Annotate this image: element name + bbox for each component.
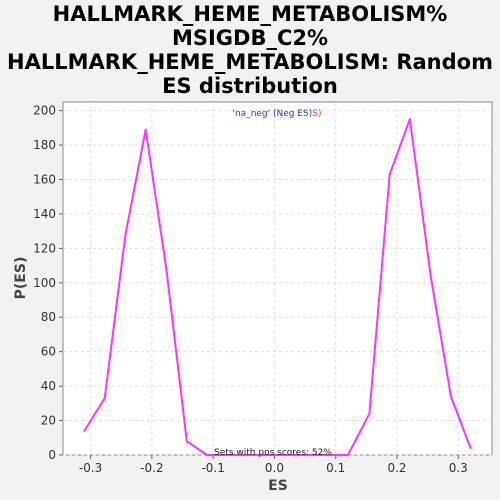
data-point bbox=[206, 454, 208, 456]
y-tick-label: 100 bbox=[33, 276, 56, 290]
chart-title-line: HALLMARK_HEME_METABOLISM: Random bbox=[7, 50, 493, 74]
data-point bbox=[165, 269, 168, 272]
plot-area bbox=[62, 101, 493, 456]
chart-title-line: HALLMARK_HEME_METABOLISM% bbox=[52, 2, 448, 26]
annotation-pos-scores: Sets with pos scores: 52% bbox=[214, 448, 332, 458]
data-point bbox=[429, 274, 432, 277]
y-tick-label: 200 bbox=[33, 104, 56, 118]
x-axis-label: ES bbox=[268, 478, 288, 494]
y-tick-label: 80 bbox=[41, 310, 56, 324]
x-tick-label: 0.2 bbox=[387, 461, 406, 475]
x-tick-label: -0.3 bbox=[79, 461, 102, 475]
x-tick-label: 0.1 bbox=[326, 461, 345, 475]
chart-title-line: MSIGDB_C2% bbox=[171, 26, 329, 50]
data-point bbox=[144, 128, 147, 131]
x-tick-label: 0.0 bbox=[265, 461, 284, 475]
x-tick-label: -0.1 bbox=[201, 461, 224, 475]
data-point bbox=[449, 395, 452, 398]
data-point bbox=[83, 429, 86, 432]
y-tick-label: 160 bbox=[33, 172, 56, 186]
y-tick-label: 120 bbox=[33, 241, 56, 255]
y-tick-label: 60 bbox=[41, 345, 56, 359]
data-point bbox=[388, 173, 391, 176]
data-point bbox=[185, 440, 188, 443]
x-tick-label: -0.2 bbox=[140, 461, 163, 475]
y-tick-label: 40 bbox=[41, 379, 56, 393]
data-point bbox=[408, 118, 411, 121]
y-tick-label: 140 bbox=[33, 207, 56, 221]
y-tick-label: 0 bbox=[48, 448, 56, 462]
data-point bbox=[347, 454, 349, 456]
data-point bbox=[226, 454, 229, 456]
data-point bbox=[469, 447, 472, 450]
y-axis-label: P(ES) bbox=[13, 257, 29, 300]
axis-ticks: -0.3 -0.2 -0.1 0.0 0.1 0.2 0.3 0 20 40 60 80 100 120 1… bbox=[33, 104, 468, 475]
series-group bbox=[83, 118, 472, 456]
chart-title-line: ES distribution bbox=[162, 74, 338, 98]
legend-entry: 'na_neg' (Neg ES)S) bbox=[233, 109, 322, 119]
grid-lines bbox=[63, 102, 492, 456]
chart-title: HALLMARK_HEME_METABOLISM% MSIGDB_C2% HAL… bbox=[0, 2, 500, 98]
x-tick-label: 0.3 bbox=[449, 461, 468, 475]
legend-part-neg: 'na_neg' (Neg ES) bbox=[233, 109, 313, 119]
data-point bbox=[368, 412, 371, 415]
data-point bbox=[103, 397, 106, 400]
data-point bbox=[124, 233, 127, 236]
legend-part-s: S) bbox=[312, 109, 321, 119]
y-tick-label: 20 bbox=[41, 414, 56, 428]
y-tick-label: 180 bbox=[33, 138, 56, 152]
